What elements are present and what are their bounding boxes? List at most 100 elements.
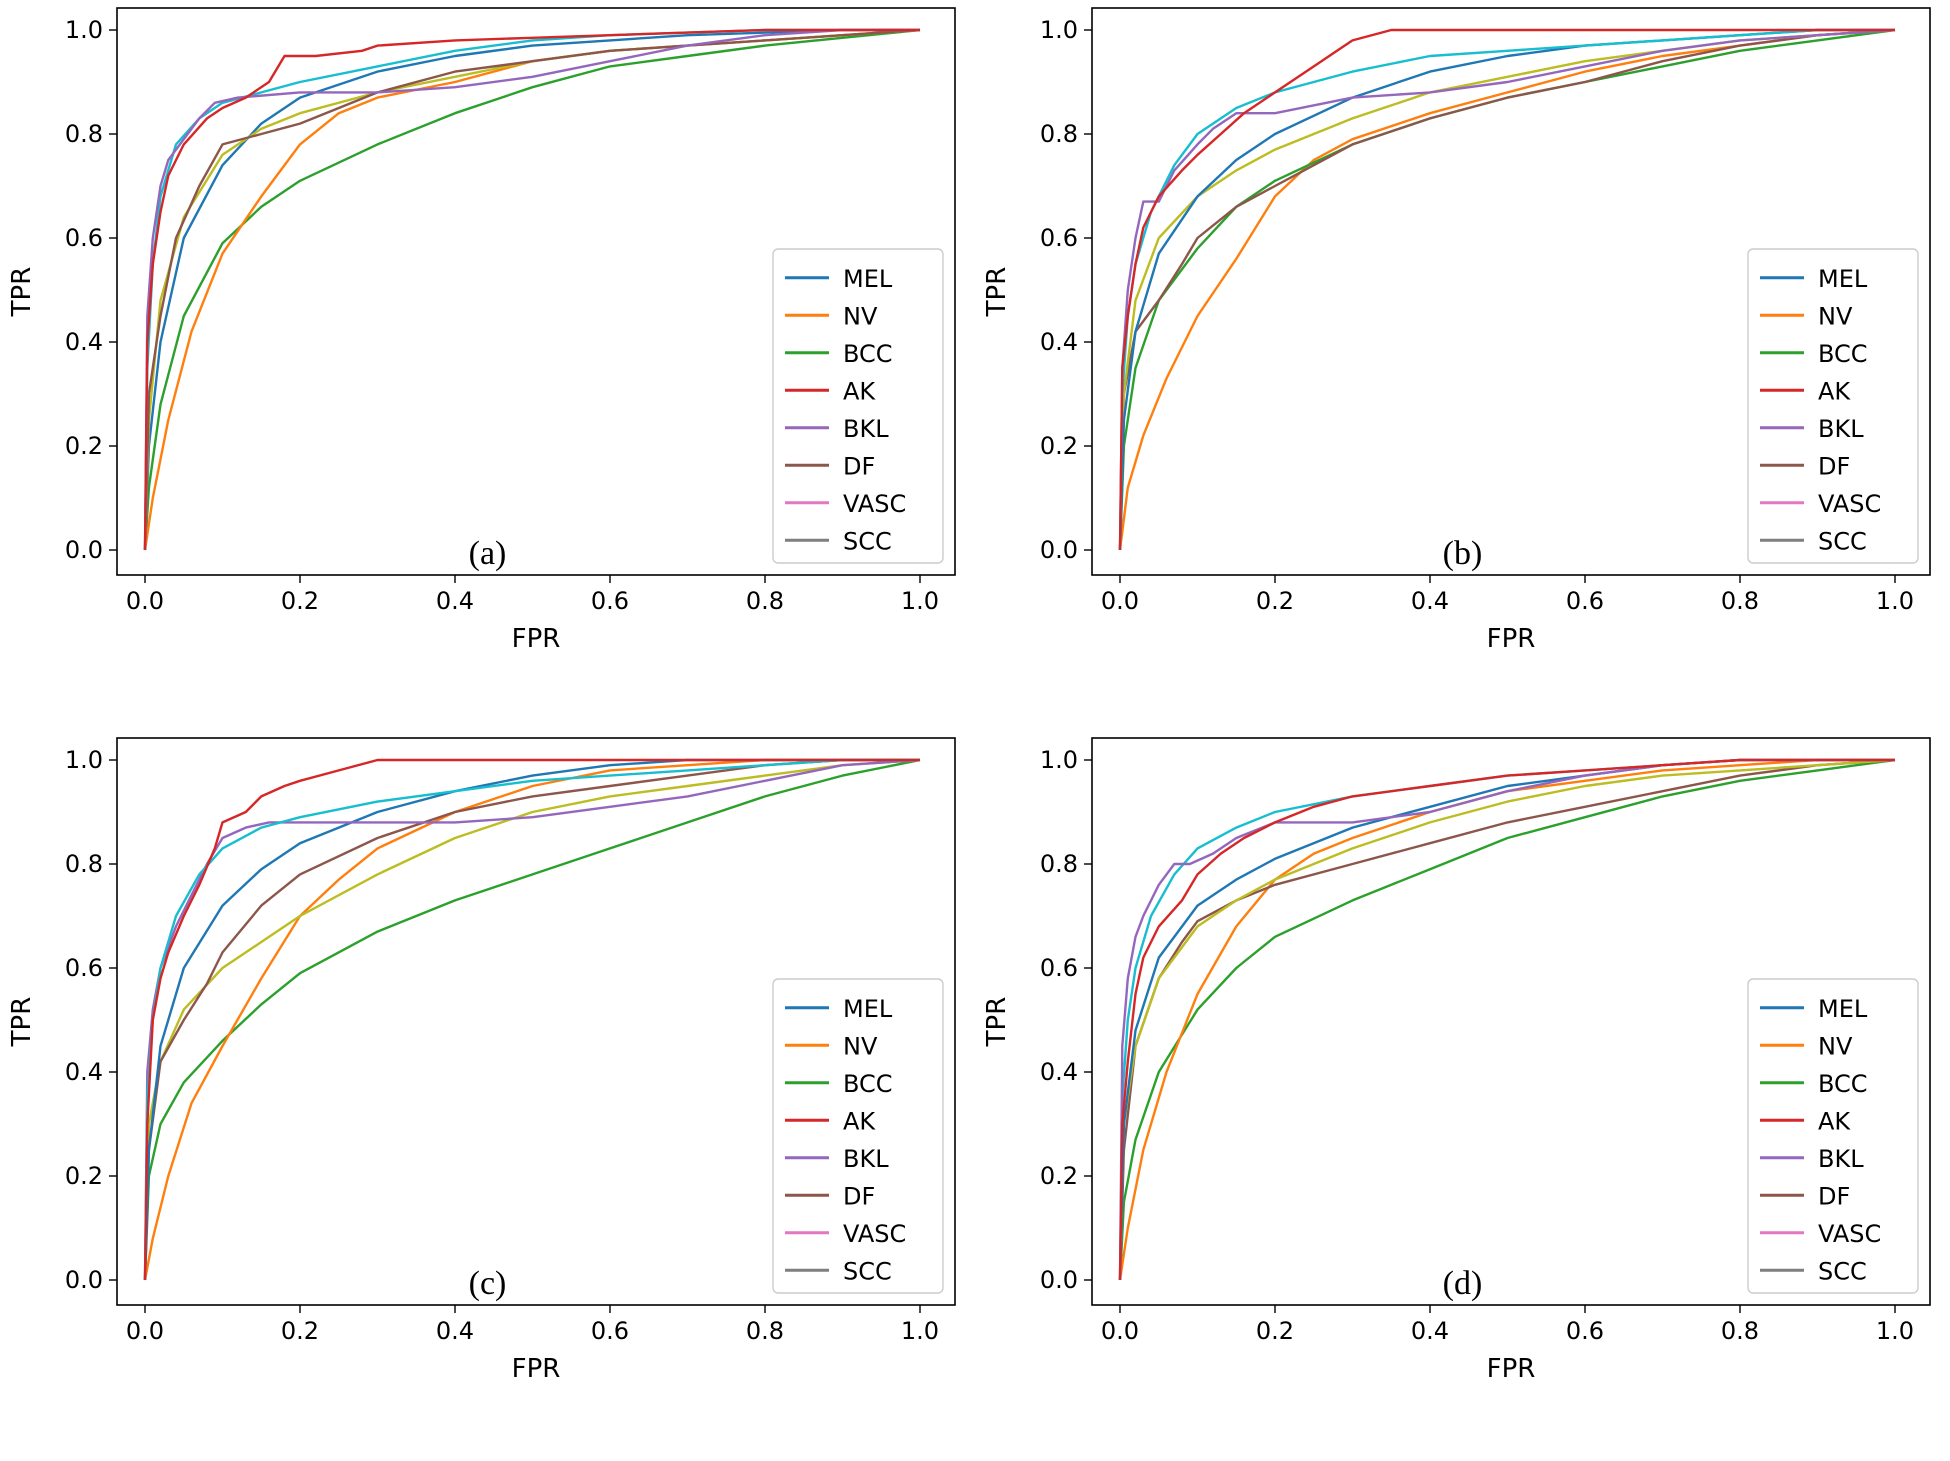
series-line-df — [1118, 28, 1896, 551]
series-line-bcc — [1118, 758, 1896, 1281]
x-tick-label: 0.0 — [126, 1317, 164, 1345]
series-line-unlabeled-6 — [143, 758, 920, 1281]
panel-b: 0.0 0.2 0.4 0.6 0.8 1.0 0.0 0.2 0.4 0.6 0.8 1.0 FPR T… — [975, 0, 1950, 730]
plot-frame — [1091, 7, 1931, 576]
x-tick-label: 1.0 — [1876, 1317, 1914, 1345]
y-tick-label: 0.4 — [65, 1058, 103, 1086]
series-line-df — [143, 28, 921, 551]
y-tick-label: 0.2 — [65, 432, 103, 460]
x-tick-label: 0.2 — [281, 1317, 319, 1345]
series-line-ak — [1118, 758, 1895, 1281]
panel-a: 0.0 0.2 0.4 0.6 0.8 1.0 0.0 0.2 0.4 0.6 0.8 1.0 FPR T… — [0, 0, 975, 730]
series-line-ak — [1118, 28, 1895, 551]
series-group — [143, 758, 921, 1281]
roc-chart-b: 0.0 0.2 0.4 0.6 0.8 1.0 0.0 0.2 0.4 0.6 0.8 1.0 FPR T… — [982, 7, 1931, 654]
y-tick-label: 0.8 — [1040, 120, 1078, 148]
caption-b: (b) — [1442, 535, 1483, 572]
x-tick-label: 0.8 — [746, 1317, 784, 1345]
y-axis-label: TPR — [7, 997, 37, 1048]
legend-label-bkl: BKL — [843, 1145, 889, 1173]
series-line-df — [143, 758, 920, 1281]
panel-c: 0.0 0.2 0.4 0.6 0.8 1.0 0.0 0.2 0.4 0.6 0.8 1.0 FPR T… — [0, 730, 975, 1460]
legend-label-bkl: BKL — [1818, 1145, 1864, 1173]
legend-label-ak: AK — [1818, 377, 1851, 405]
x-tick-label: 0.4 — [436, 587, 474, 615]
legend-label-scc: SCC — [1818, 527, 1867, 555]
legend-label-nv: NV — [1818, 1032, 1853, 1060]
y-tick-label: 0.2 — [65, 1162, 103, 1190]
legend-label-df: DF — [843, 1182, 875, 1210]
legend-label-df: DF — [1818, 452, 1850, 480]
series-line-mel — [143, 28, 920, 551]
x-tick-label: 0.0 — [1101, 1317, 1139, 1345]
legend-label-bcc: BCC — [843, 340, 893, 368]
caption-a: (a) — [468, 535, 507, 572]
series-line-ak — [143, 758, 920, 1281]
legend-label-bcc: BCC — [1818, 340, 1868, 368]
series-line-unlabeled-2 — [143, 758, 921, 1281]
x-tick-label: 0.4 — [1411, 1317, 1449, 1345]
y-tick-label: 0.0 — [1040, 1266, 1078, 1294]
plot-frame — [116, 737, 956, 1306]
legend-label-mel: MEL — [1818, 995, 1868, 1023]
legend-box — [1747, 248, 1919, 564]
y-tick-label: 0.8 — [65, 120, 103, 148]
x-tick-label: 0.6 — [591, 587, 629, 615]
caption-c: (c) — [468, 1265, 507, 1302]
legend-label-vasc: VASC — [843, 490, 906, 518]
x-tick-label: 0.0 — [126, 587, 164, 615]
y-tick-label: 0.6 — [65, 224, 103, 252]
y-tick-label: 0.2 — [1040, 432, 1078, 460]
legend-label-mel: MEL — [1818, 265, 1868, 293]
x-tick-label: 0.6 — [1566, 587, 1604, 615]
plot-frame — [116, 7, 956, 576]
legend-label-ak: AK — [843, 1107, 876, 1135]
x-tick-label: 0.2 — [281, 587, 319, 615]
series-line-bkl — [1118, 28, 1896, 551]
y-tick-label: 0.8 — [65, 850, 103, 878]
x-axis-label: FPR — [512, 624, 561, 654]
y-tick-label: 0.6 — [1040, 224, 1078, 252]
y-tick-label: 1.0 — [65, 746, 103, 774]
legend-label-bcc: BCC — [1818, 1070, 1868, 1098]
legend-label-mel: MEL — [843, 995, 893, 1023]
caption-d: (d) — [1442, 1265, 1483, 1302]
legend-box — [772, 978, 944, 1294]
legend-label-nv: NV — [1818, 302, 1853, 330]
x-tick-label: 0.6 — [591, 1317, 629, 1345]
legend-label-df: DF — [1818, 1182, 1850, 1210]
roc-chart-a: 0.0 0.2 0.4 0.6 0.8 1.0 0.0 0.2 0.4 0.6 0.8 1.0 FPR T… — [7, 7, 956, 654]
series-line-nv — [1118, 758, 1895, 1281]
y-axis-label: TPR — [982, 267, 1012, 318]
x-tick-label: 0.4 — [436, 1317, 474, 1345]
y-tick-label: 1.0 — [1040, 746, 1078, 774]
legend-label-scc: SCC — [843, 1257, 892, 1285]
legend-label-nv: NV — [843, 302, 878, 330]
x-tick-label: 1.0 — [1876, 587, 1914, 615]
x-tick-label: 0.4 — [1411, 587, 1449, 615]
legend-label-ak: AK — [1818, 1107, 1851, 1135]
x-tick-label: 0.0 — [1101, 587, 1139, 615]
x-tick-label: 0.2 — [1256, 1317, 1294, 1345]
y-tick-label: 0.6 — [65, 954, 103, 982]
y-tick-label: 1.0 — [1040, 16, 1078, 44]
y-tick-label: 0.6 — [1040, 954, 1078, 982]
y-tick-label: 0.4 — [1040, 1058, 1078, 1086]
legend-label-mel: MEL — [843, 265, 893, 293]
x-tick-label: 0.8 — [746, 587, 784, 615]
y-axis-label: TPR — [982, 997, 1012, 1048]
x-tick-label: 0.2 — [1256, 587, 1294, 615]
legend-label-scc: SCC — [843, 527, 892, 555]
plot-frame — [1091, 737, 1931, 1306]
series-line-nv — [1118, 28, 1896, 551]
legend-label-nv: NV — [843, 1032, 878, 1060]
series-line-unlabeled-3 — [1118, 758, 1896, 1281]
legend-label-bcc: BCC — [843, 1070, 893, 1098]
legend-label-bkl: BKL — [843, 415, 889, 443]
legend-label-bkl: BKL — [1818, 415, 1864, 443]
x-axis-label: FPR — [1487, 1354, 1536, 1384]
series-line-bkl — [143, 28, 920, 551]
y-axis-label: TPR — [7, 267, 37, 318]
legend-label-vasc: VASC — [843, 1220, 906, 1248]
series-group — [143, 28, 921, 551]
